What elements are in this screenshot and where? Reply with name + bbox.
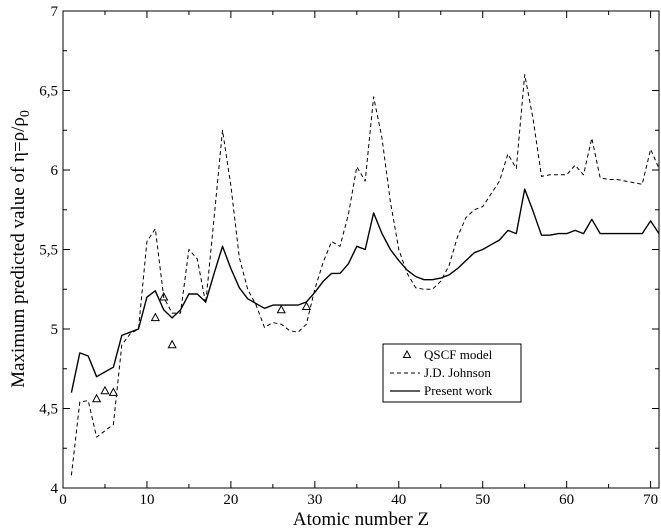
- x-tick-label: 70: [643, 492, 658, 508]
- qscf-triangle-point: [276, 304, 286, 314]
- qscf-triangle-point: [100, 385, 110, 395]
- legend-label-qscf: QSCF model: [424, 347, 493, 362]
- qscf-triangle-point: [159, 291, 169, 301]
- series-layer: [70, 74, 660, 476]
- y-tick-label: 4,5: [39, 402, 58, 418]
- y-tick-label: 7: [51, 4, 59, 20]
- qscf-triangle-point: [91, 393, 102, 403]
- x-axis-label: Atomic number Z: [293, 509, 429, 530]
- x-tick-label: 30: [307, 492, 322, 508]
- x-tick-label: 50: [475, 492, 490, 508]
- plot-frame: [62, 10, 660, 489]
- qscf-triangle-point: [150, 312, 160, 322]
- qscf-triangle-point: [167, 339, 177, 349]
- legend-label-present: Present work: [424, 383, 493, 398]
- x-tick-label: 10: [139, 492, 154, 508]
- legend-label-johnson: J.D. Johnson: [424, 365, 491, 380]
- x-tick-label: 60: [559, 492, 574, 508]
- x-tick-label: 20: [223, 492, 238, 508]
- legend-entry-johnson: J.D. Johnson: [390, 365, 491, 380]
- y-axis-label: Maximum predicted value of η=ρ/ρ0: [8, 110, 33, 388]
- x-tick-label: 0: [59, 492, 67, 508]
- present-work-series-line: [70, 188, 660, 393]
- johnson-series-line: [70, 74, 660, 476]
- legend-entry-qscf: QSCF model: [402, 347, 493, 362]
- axis-ticks: 0 10 20 30 40 50 60 70 4 4,5 5 5,5 6 6,5 7: [39, 4, 659, 508]
- y-tick-label: 6: [51, 163, 59, 179]
- qscf-triangle-point: [301, 301, 312, 311]
- y-tick-label: 4: [51, 481, 59, 497]
- legend: QSCF model J.D. Johnson Present work: [382, 343, 522, 403]
- x-tick-label: 40: [391, 492, 406, 508]
- y-tick-label: 5,5: [39, 243, 58, 259]
- legend-triangle-marker: [402, 349, 412, 358]
- y-tick-label: 5: [51, 322, 59, 338]
- qscf-triangle-point: [108, 387, 119, 396]
- legend-entry-present: Present work: [390, 383, 493, 398]
- y-tick-label: 6,5: [39, 84, 58, 100]
